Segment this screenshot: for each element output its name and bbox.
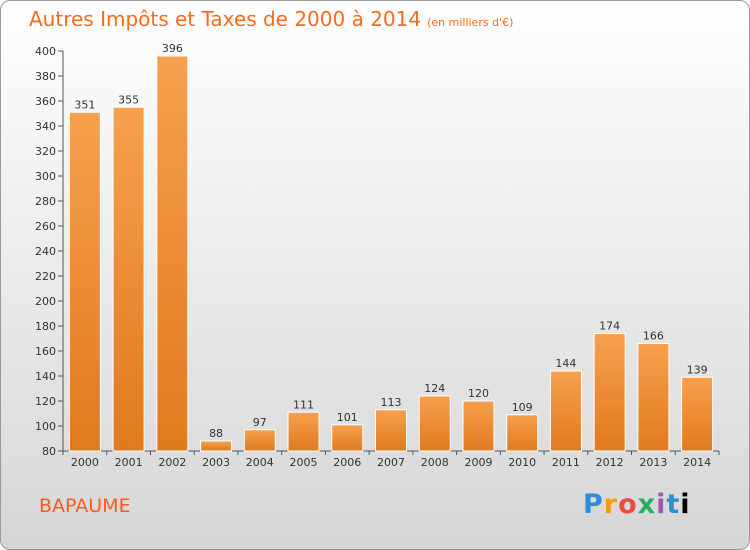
y-tick-label: 340 (35, 120, 56, 133)
data-label: 174 (599, 320, 620, 333)
bars (68, 55, 714, 452)
x-tick-label: 2000 (71, 456, 99, 469)
x-tick-label: 2001 (115, 456, 143, 469)
chart-unit: (en milliers d'€) (427, 16, 514, 29)
chart-title-text: Autres Impôts et Taxes de 2000 à 2014 (29, 7, 422, 31)
data-label: 139 (687, 363, 708, 376)
bar (68, 111, 101, 452)
logo-letter: x (637, 489, 657, 520)
x-tick-label: 2010 (508, 456, 536, 469)
bar (243, 429, 276, 452)
data-label: 88 (209, 427, 223, 440)
y-tick-label: 400 (35, 45, 56, 58)
y-tick-label: 320 (35, 145, 56, 158)
x-axis: 2000 2001 2002 2003 2004 2005 2006 2007 2008 2009… (62, 450, 720, 469)
y-tick-label: 100 (35, 420, 56, 433)
y-tick-label: 180 (35, 320, 56, 333)
logo-letter: i (680, 489, 691, 520)
logo-letter: o (618, 489, 638, 520)
x-tick-label: 2014 (683, 456, 711, 469)
x-tick-label: 2006 (333, 456, 361, 469)
proxiti-logo: Proxiti (583, 489, 691, 520)
y-tick-label: 380 (35, 70, 56, 83)
data-label: 111 (293, 398, 314, 411)
place-name: BAPAUME (39, 495, 131, 517)
bar (331, 424, 364, 452)
x-tick-label: 2005 (290, 456, 318, 469)
y-axis: 80 100 120 140 160 180 200 220 240 260 280 300 320 34… (35, 45, 64, 458)
logo-letter: r (603, 489, 619, 520)
bar (287, 411, 320, 452)
x-tick-label: 2013 (639, 456, 667, 469)
logo-letter: i (656, 489, 667, 520)
data-label: 101 (337, 411, 358, 424)
x-tick-label: 2003 (202, 456, 230, 469)
x-tick-label: 2002 (158, 456, 186, 469)
bar (637, 343, 670, 452)
bar (462, 400, 495, 452)
data-label: 144 (555, 357, 576, 370)
x-tick-label: 2007 (377, 456, 405, 469)
logo-letter: P (583, 489, 604, 520)
data-label: 396 (162, 42, 183, 55)
y-tick-label: 360 (35, 95, 56, 108)
y-tick-label: 280 (35, 195, 56, 208)
bar (375, 409, 407, 452)
y-tick-label: 260 (35, 220, 56, 233)
bar (681, 376, 714, 452)
data-label: 97 (253, 416, 267, 429)
x-tick-label: 2011 (552, 456, 580, 469)
y-tick-label: 300 (35, 170, 56, 183)
data-label: 355 (118, 93, 139, 106)
data-labels: 351 355 396 88 97 111 101 113 124 120 109 144 174 166… (74, 42, 707, 440)
bar (418, 395, 451, 452)
data-label: 351 (74, 98, 95, 111)
y-tick-label: 80 (42, 445, 56, 458)
bar (112, 106, 145, 452)
y-tick-label: 160 (35, 345, 56, 358)
y-tick-label: 240 (35, 245, 56, 258)
bar (593, 333, 626, 452)
data-label: 113 (381, 396, 402, 409)
bar (200, 440, 233, 452)
data-label: 109 (512, 401, 533, 414)
chart-title: Autres Impôts et Taxes de 2000 à 2014 (en… (29, 7, 513, 31)
bar (506, 414, 539, 452)
x-tick-label: 2004 (246, 456, 274, 469)
y-tick-label: 200 (35, 295, 56, 308)
y-tick-label: 120 (35, 395, 56, 408)
data-label: 166 (643, 330, 664, 343)
bar (549, 370, 582, 452)
y-tick-label: 220 (35, 270, 56, 283)
x-tick-label: 2009 (464, 456, 492, 469)
bar (156, 55, 189, 452)
data-label: 124 (424, 382, 445, 395)
y-tick-label: 140 (35, 370, 56, 383)
x-tick-label: 2008 (421, 456, 449, 469)
x-tick-label: 2012 (596, 456, 624, 469)
data-label: 120 (468, 387, 489, 400)
logo-letter: t (666, 489, 681, 520)
